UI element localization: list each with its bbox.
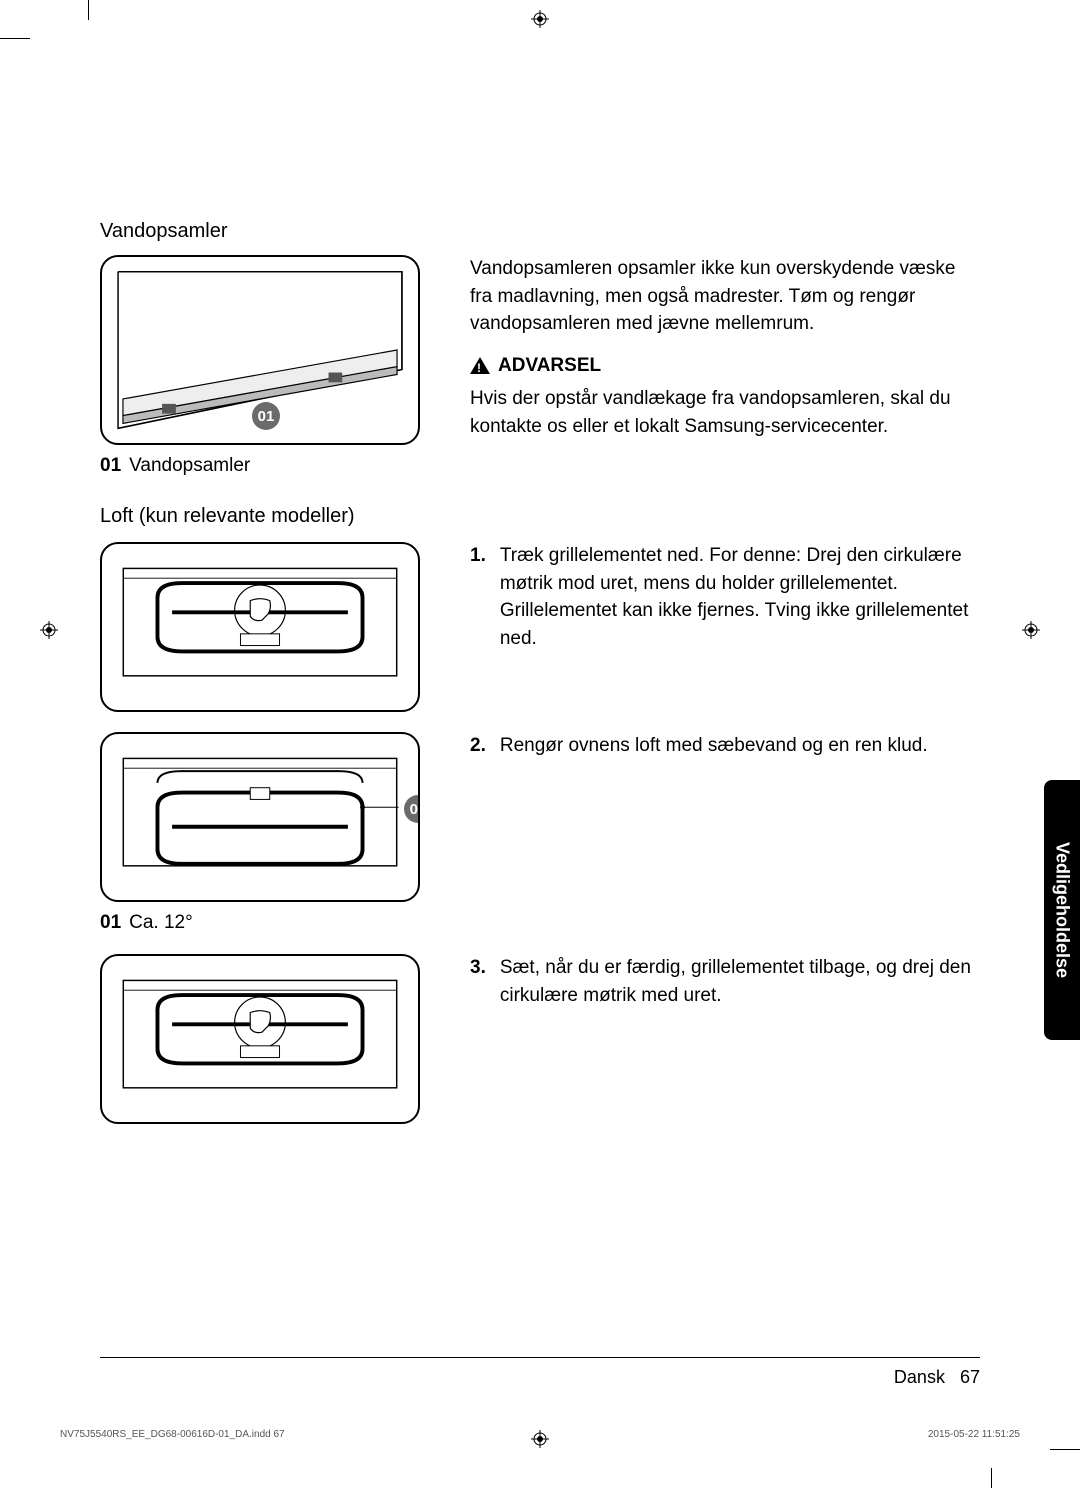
caption-text: Vandopsamler [129, 455, 250, 477]
footer-pagenum: 67 [960, 1367, 980, 1387]
grill-element-reset-icon [102, 956, 418, 1122]
section-tab: Vedligeholdelse [1044, 780, 1080, 1040]
print-timestamp: 2015-05-22 11:51:25 [928, 1429, 1020, 1440]
crop-mark [991, 1468, 992, 1488]
heading-loft: Loft (kun relevante modeller) [100, 505, 980, 528]
registration-mark-icon [531, 10, 549, 28]
callout-01: 01 [252, 402, 280, 430]
step-number: 1. [470, 542, 486, 652]
figure-loft-step3 [100, 954, 420, 1124]
step-text: Sæt, når du er færdig, grillelementet ti… [500, 954, 980, 1009]
warning-header: ADVARSEL [470, 352, 980, 380]
figure-caption: 01 Ca. 12° [100, 912, 440, 934]
figure-loft-step2: 01 [100, 732, 420, 902]
page-footer: Dansk 67 [894, 1367, 980, 1388]
heading-vandopsamler: Vandopsamler [100, 220, 980, 243]
indd-filename: NV75J5540RS_EE_DG68-00616D-01_DA.indd 67 [60, 1429, 285, 1440]
registration-mark-icon [1022, 621, 1040, 639]
crop-mark [88, 0, 89, 20]
footer-rule [100, 1357, 980, 1358]
page-content: Vandopsamler 01 [100, 220, 980, 1388]
grill-element-top-icon [102, 544, 418, 710]
paragraph-vandopsamler: Vandopsamleren opsamler ikke kun oversky… [470, 255, 980, 338]
crop-mark [1050, 1449, 1080, 1450]
step-number: 3. [470, 954, 486, 1009]
grill-element-angled-icon [102, 734, 418, 900]
step-text: Rengør ovnens loft med sæbevand og en re… [500, 732, 928, 760]
caption-text: Ca. 12° [129, 912, 193, 934]
footer-lang: Dansk [894, 1367, 945, 1387]
warning-text: Hvis der opstår vandlækage fra vandopsam… [470, 385, 980, 440]
crop-mark [0, 38, 30, 39]
warning-triangle-icon [470, 357, 490, 374]
caption-num: 01 [100, 912, 121, 934]
figure-vandopsamler: 01 [100, 255, 420, 445]
caption-num: 01 [100, 455, 121, 477]
registration-mark-icon [531, 1430, 549, 1448]
step-number: 2. [470, 732, 486, 760]
step-text: Træk grillelementet ned. For denne: Drej… [500, 542, 980, 652]
warning-label: ADVARSEL [498, 352, 601, 380]
section-tab-label: Vedligeholdelse [1052, 842, 1073, 978]
figure-loft-step1 [100, 542, 420, 712]
registration-mark-icon [40, 621, 58, 639]
figure-caption: 01 Vandopsamler [100, 455, 440, 477]
